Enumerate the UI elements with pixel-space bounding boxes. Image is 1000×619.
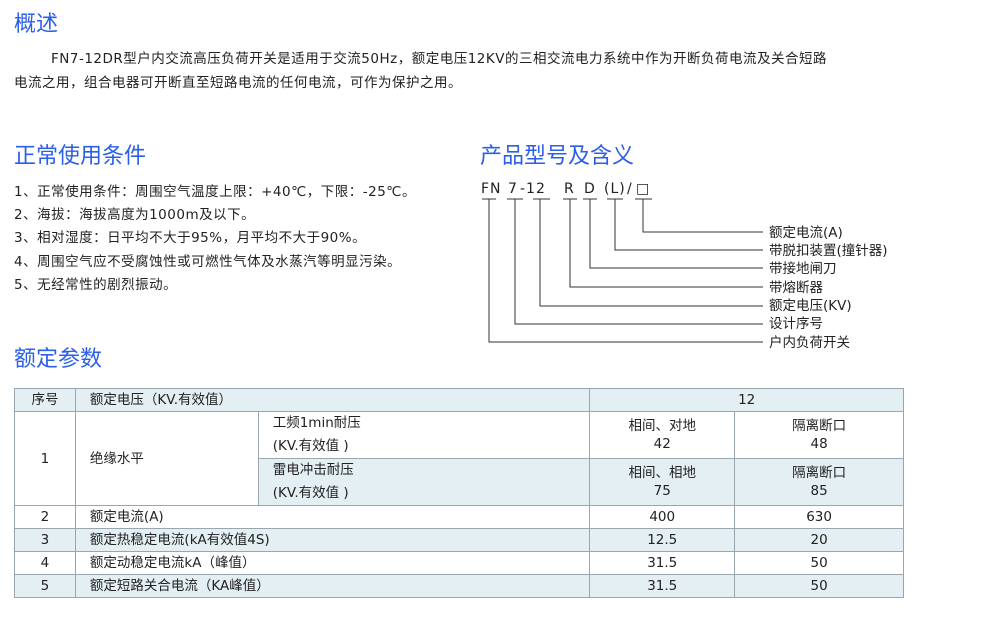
row-name: 额定短路关合电流（KA峰值）: [74, 574, 591, 598]
conditions-title: 正常使用条件: [14, 144, 147, 169]
cell-value: 20: [734, 528, 904, 552]
lightning-label: 雷电冲击耐压: [272, 462, 354, 478]
overview-line-2: 电流之用，组合电器可开断直至短路电流的任何电流，可作为保护之用。: [14, 75, 462, 91]
condition-item: 3、相对湿度：日平均不大于95%，月平均不大于90%。: [14, 230, 367, 246]
params-table: 序号 额定电压（KV.有效值） 12 1 绝缘水平 工频1min耐压 (KV.有效…: [14, 388, 904, 598]
code-d: D: [584, 181, 596, 197]
cell-value: 31.5: [589, 574, 736, 598]
model-label: 额定电流(A): [769, 225, 843, 241]
row-no: 3: [14, 528, 76, 552]
cell-value: 31.5: [589, 551, 736, 575]
row-name: 额定动稳定电流kA（峰值）: [74, 551, 591, 575]
row-no: 2: [14, 505, 76, 529]
code-box: □: [636, 181, 651, 197]
header-no: 序号: [14, 388, 76, 412]
model-title: 产品型号及含义: [480, 144, 635, 169]
code-l: (L): [604, 181, 626, 197]
code-fn: FN: [481, 181, 502, 197]
cell-label: 隔离断口: [792, 418, 847, 434]
cell-value: 42: [653, 436, 671, 452]
code-slash: /: [627, 181, 633, 197]
row-no: 4: [14, 551, 76, 575]
row-name: 额定电流(A): [74, 505, 591, 529]
model-label: 设计序号: [769, 316, 823, 332]
header-value: 12: [589, 388, 904, 412]
table-header-row: 序号 额定电压（KV.有效值） 12: [14, 388, 904, 412]
condition-item: 5、无经常性的剧烈振动。: [14, 277, 178, 293]
overview-title: 概述: [14, 12, 59, 37]
row-no: 5: [14, 574, 76, 598]
cell-label: 相间、相地: [628, 465, 696, 481]
cell-value: 75: [653, 483, 671, 499]
code-12: -12: [520, 181, 546, 197]
cell-label: 相间、对地: [628, 418, 696, 434]
condition-item: 4、周围空气应不受腐蚀性或可燃性气体及水蒸汽等明显污染。: [14, 254, 402, 270]
model-label: 户内负荷开关: [769, 335, 850, 351]
overview-line-1: FN7-12DR型户内交流高压负荷开关是适用于交流50Hz，额定电压12KV的三…: [51, 51, 827, 67]
lightning-unit: (KV.有效值 ): [272, 485, 349, 501]
cell-value: 85: [810, 483, 828, 499]
code-7: 7: [508, 181, 518, 197]
cell-value: 48: [810, 436, 828, 452]
row-name: 额定热稳定电流(kA有效值4S): [74, 528, 591, 552]
cell-value: 50: [734, 551, 904, 575]
row-no: 1: [14, 411, 76, 506]
table-row: 1 绝缘水平 工频1min耐压 (KV.有效值 ) 相间、对地 42 隔离断口 48: [14, 411, 904, 506]
condition-item: 1、正常使用条件：周围空气温度上限：+40℃，下限：-25℃。: [14, 184, 416, 200]
table-row: 3 额定热稳定电流(kA有效值4S) 12.5 20: [14, 528, 904, 552]
table-row: 5 额定短路关合电流（KA峰值） 31.5 50: [14, 574, 904, 598]
params-title: 额定参数: [14, 347, 103, 372]
model-label: 带熔断器: [769, 280, 823, 296]
power-freq-unit: (KV.有效值 ): [272, 438, 349, 454]
cell-value: 630: [734, 505, 904, 529]
cell-label: 隔离断口: [792, 465, 847, 481]
cell-value: 50: [734, 574, 904, 598]
table-row: 4 额定动稳定电流kA（峰值） 31.5 50: [14, 551, 904, 575]
table-row: 2 额定电流(A) 400 630: [14, 505, 904, 529]
model-label: 带脱扣装置(撞针器): [769, 243, 888, 259]
model-label: 额定电压(KV): [769, 298, 852, 314]
condition-item: 2、海拔：海拔高度为1000m及以下。: [14, 207, 256, 223]
header-name: 额定电压（KV.有效值）: [74, 388, 591, 412]
cell-value: 12.5: [589, 528, 736, 552]
cell-value: 400: [589, 505, 736, 529]
model-label: 带接地闸刀: [769, 261, 837, 277]
code-r: R: [564, 181, 575, 197]
row-name: 绝缘水平: [74, 411, 259, 506]
power-freq-label: 工频1min耐压: [272, 415, 361, 431]
